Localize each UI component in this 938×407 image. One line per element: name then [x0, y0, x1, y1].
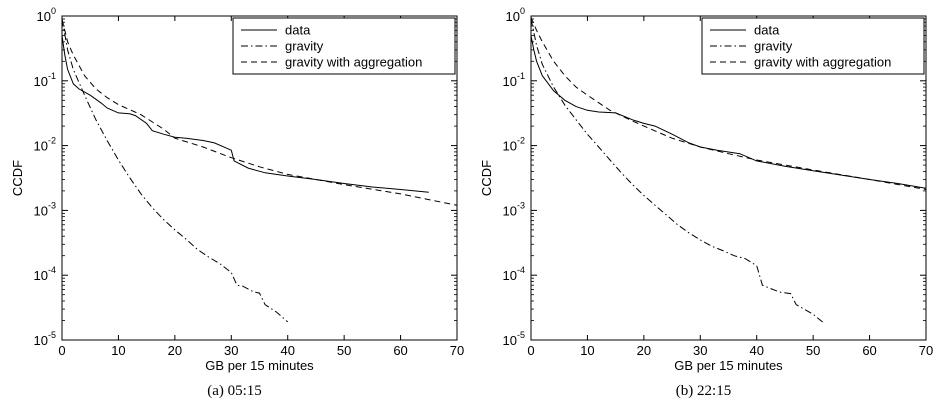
x-tick-label: 30 — [224, 343, 238, 358]
x-tick-label: 70 — [919, 343, 933, 358]
x-tick-label: 40 — [280, 343, 294, 358]
x-axis-label: GB per 15 minutes — [205, 358, 314, 373]
series-line-gravity — [62, 18, 289, 323]
y-tick-label: 10-4 — [503, 265, 525, 283]
series-line-gravity-with-aggregation — [531, 17, 926, 190]
y-tick-label: 10-2 — [503, 136, 525, 154]
x-tick-label: 50 — [806, 343, 820, 358]
legend-label: data — [754, 23, 780, 38]
y-tick-label: 10-3 — [503, 200, 525, 218]
legend-label: data — [285, 23, 311, 38]
x-tick-label: 70 — [450, 343, 464, 358]
y-tick-label: 10-5 — [34, 330, 56, 348]
legend-label: gravity with aggregation — [754, 55, 891, 70]
x-tick-label: 10 — [111, 343, 125, 358]
chart-panel-b: 0 10 20 30 40 50 60 70 100 10-1 10-2 10-3 10-4 10-5 GB… — [469, 0, 938, 407]
legend-label: gravity — [285, 39, 324, 54]
y-tick-label: 10-3 — [34, 200, 56, 218]
x-tick-label: 0 — [58, 343, 65, 358]
chart-panel-a: 0 10 20 30 40 50 60 70 100 10-1 10-2 10-3 10-4 10-5 GB… — [10, 6, 464, 399]
series-line-data — [531, 35, 926, 189]
x-tick-label: 60 — [393, 343, 407, 358]
x-tick-label: 40 — [749, 343, 763, 358]
x-tick-label: 0 — [527, 343, 534, 358]
y-tick-label: 100 — [37, 6, 56, 24]
series-line-data — [62, 35, 429, 193]
caption-a: (a) 05:15 — [207, 383, 262, 399]
x-tick-label: 60 — [862, 343, 876, 358]
legend-label: gravity with aggregation — [285, 55, 422, 70]
y-tick-label: 10-5 — [503, 330, 525, 348]
x-tick-label: 10 — [580, 343, 594, 358]
x-axis-label: GB per 15 minutes — [674, 358, 783, 373]
chart-svg-a: 0 10 20 30 40 50 60 70 100 10-1 10-2 10-3 10-4 10-5 GB… — [10, 6, 464, 373]
y-tick-label: 10-1 — [34, 71, 56, 89]
x-tick-label: 30 — [693, 343, 707, 358]
y-tick-label: 10-2 — [34, 136, 56, 154]
y-tick-label: 100 — [506, 6, 525, 24]
y-tick-label: 10-1 — [503, 71, 525, 89]
caption-b: (b) 22:15 — [675, 383, 732, 399]
x-tick-label: 20 — [637, 343, 651, 358]
y-tick-label: 10-4 — [34, 265, 56, 283]
chart-svg-b: 0 10 20 30 40 50 60 70 100 10-1 10-2 10-3 10-4 10-5 GB… — [479, 6, 933, 373]
x-tick-label: 50 — [337, 343, 351, 358]
y-axis-label: CCDF — [10, 160, 25, 196]
series-line-gravity — [531, 18, 825, 324]
y-axis-label: CCDF — [479, 160, 494, 196]
x-tick-label: 20 — [168, 343, 182, 358]
series-line-gravity-with-aggregation — [62, 18, 457, 206]
legend-label: gravity — [754, 39, 793, 54]
